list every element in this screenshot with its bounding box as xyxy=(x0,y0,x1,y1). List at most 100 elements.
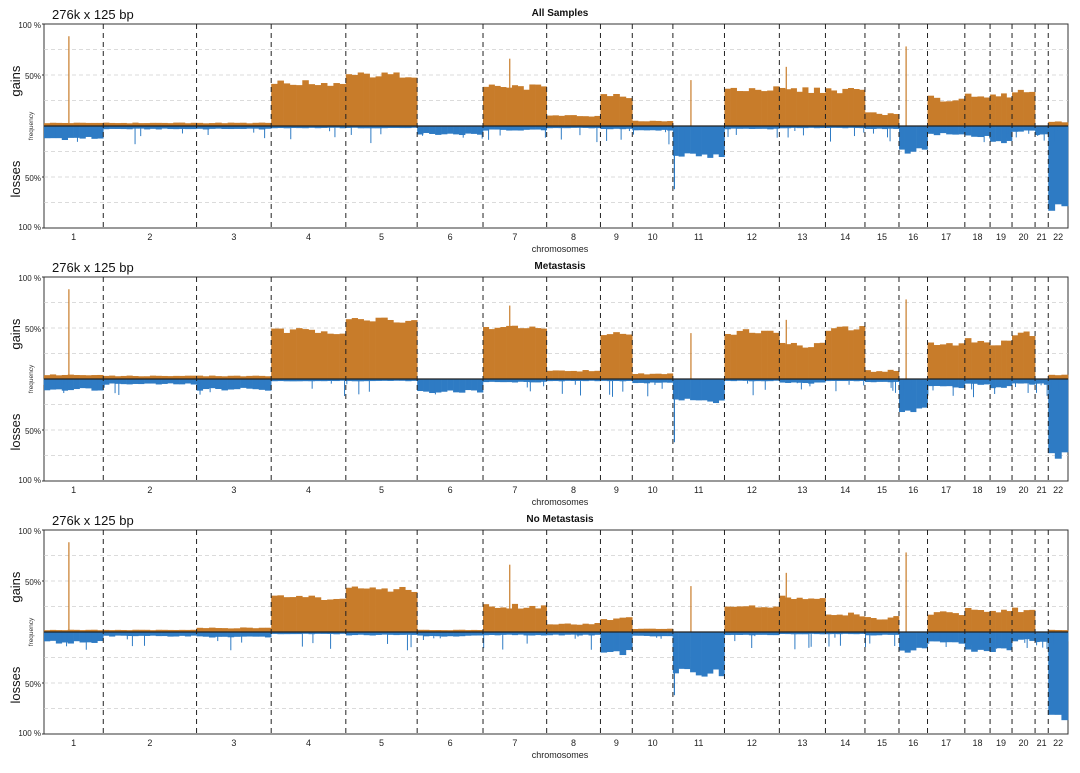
loss-bar xyxy=(459,632,466,637)
loss-bar xyxy=(435,379,442,393)
loss-bar xyxy=(471,632,478,636)
gain-bar xyxy=(73,629,80,632)
loss-bar xyxy=(405,379,412,382)
gain-bar xyxy=(351,586,359,632)
x-axis-label: chromosomes xyxy=(532,750,589,760)
loss-bar xyxy=(289,632,297,635)
chrom-2-bars xyxy=(103,629,197,647)
loss-bar xyxy=(417,126,424,135)
gain-bar xyxy=(958,343,966,379)
chrom-3-bars xyxy=(196,627,272,651)
gain-bar xyxy=(120,375,127,379)
chrom-3-bars xyxy=(196,375,272,395)
gain-bar xyxy=(887,113,894,126)
gain-bar xyxy=(643,121,650,126)
loss-bar xyxy=(773,632,780,636)
gain-bar xyxy=(649,628,656,632)
loss-bar xyxy=(661,126,668,130)
gain-bar xyxy=(790,599,797,632)
chrom-1-bars xyxy=(44,629,104,650)
loss-bar xyxy=(819,379,826,383)
loss-bar xyxy=(831,126,838,128)
loss-bar xyxy=(718,379,725,401)
gain-bar xyxy=(339,83,347,126)
gain-bar xyxy=(517,608,524,632)
gain-bar xyxy=(964,338,972,379)
chrom-tick-label: 22 xyxy=(1053,485,1063,495)
loss-bar xyxy=(488,632,495,635)
loss-bar xyxy=(767,126,774,130)
loss-bar xyxy=(441,379,448,392)
loss-bar xyxy=(529,632,536,636)
loss-bar xyxy=(109,379,116,384)
gain-bar xyxy=(302,597,309,632)
loss-bar xyxy=(939,632,947,643)
loss-bar xyxy=(977,379,985,385)
loss-bar xyxy=(221,632,228,637)
loss-bar xyxy=(161,379,168,384)
loss-bar xyxy=(971,632,978,652)
gain-bar xyxy=(819,92,826,126)
loss-bar xyxy=(252,126,260,129)
gain-bar xyxy=(44,630,51,632)
gain-bar xyxy=(441,630,448,632)
gain-bar xyxy=(126,375,133,379)
gain-bar xyxy=(600,94,608,126)
chrom-tick-label: 21 xyxy=(1037,232,1047,242)
loss-bar xyxy=(190,126,197,130)
loss-bar xyxy=(283,126,291,129)
gain-bar xyxy=(848,612,854,632)
gain-bar xyxy=(952,345,959,379)
gain-bar xyxy=(887,369,894,379)
loss-bar xyxy=(339,126,347,129)
gain-bar xyxy=(327,85,334,126)
chrom-tick-label: 10 xyxy=(648,738,658,748)
gain-bar xyxy=(320,600,328,632)
chrom-20-bars xyxy=(1012,607,1036,648)
loss-bar xyxy=(535,632,542,636)
gain-bar xyxy=(825,614,832,632)
loss-bar xyxy=(283,379,291,382)
loss-bar xyxy=(887,126,894,129)
chrom-19-bars xyxy=(990,340,1013,394)
loss-bar xyxy=(320,126,328,129)
loss-bar xyxy=(952,126,959,135)
gain-bar xyxy=(767,330,774,379)
gain-bar xyxy=(289,597,297,632)
chrom-tick-label: 21 xyxy=(1037,738,1047,748)
gain-bar xyxy=(61,374,69,379)
gain-bar xyxy=(184,123,192,126)
y-label-losses: losses xyxy=(8,160,23,197)
loss-bar xyxy=(564,379,571,381)
loss-bar xyxy=(1035,632,1040,643)
gain-bar xyxy=(184,629,192,632)
gain-bar xyxy=(785,597,792,632)
loss-bar xyxy=(606,379,614,382)
chrom-12-bars xyxy=(724,86,780,138)
loss-bar xyxy=(813,632,820,635)
gain-bar xyxy=(819,598,826,632)
loss-bar xyxy=(558,379,565,382)
gain-bar xyxy=(73,375,80,379)
gain-bar xyxy=(552,624,559,632)
chrom-8-bars xyxy=(546,370,601,396)
gain-bar xyxy=(582,370,589,379)
loss-bar xyxy=(848,632,854,635)
loss-bar xyxy=(1061,632,1069,721)
loss-bar xyxy=(381,632,388,635)
gain-bar xyxy=(494,607,501,632)
loss-bar xyxy=(500,379,507,383)
gain-bar xyxy=(333,83,340,126)
gain-bar xyxy=(802,599,809,632)
loss-bar xyxy=(825,632,832,635)
gain-bar xyxy=(283,83,291,126)
chart-title: All Samples xyxy=(532,8,589,19)
loss-bar xyxy=(643,632,650,636)
loss-bar xyxy=(790,632,797,635)
gain-bar xyxy=(535,608,542,632)
loss-bar xyxy=(813,379,820,383)
gain-bar xyxy=(500,607,507,632)
gain-bar xyxy=(258,122,266,126)
gain-bar xyxy=(97,630,104,632)
